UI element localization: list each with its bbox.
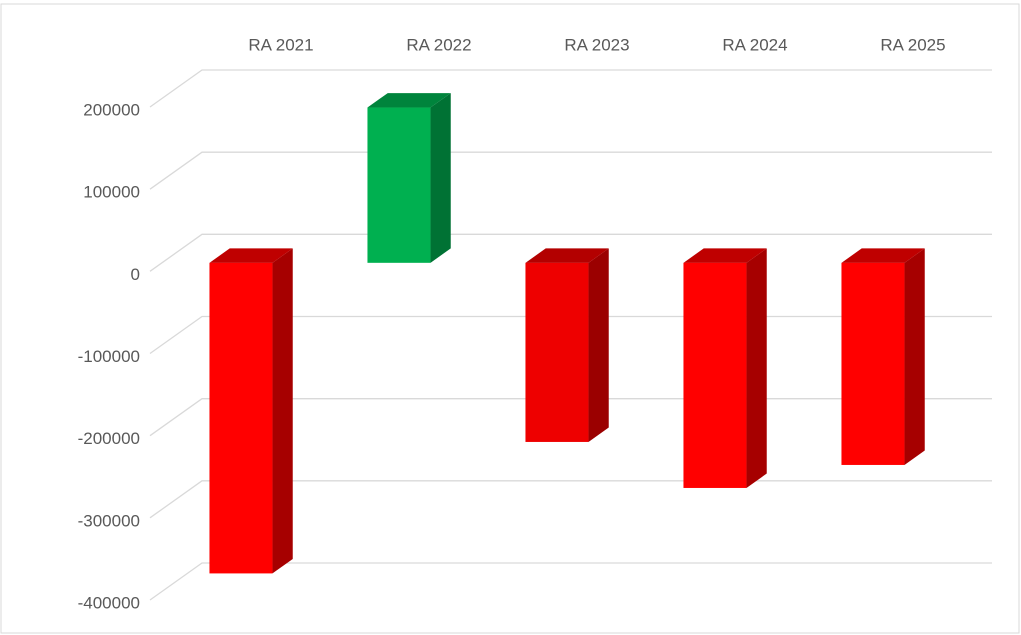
y-tick-label: 0 xyxy=(131,265,140,284)
x-tick-label: RA 2021 xyxy=(248,35,313,54)
y-tick-label: -100000 xyxy=(78,347,140,366)
bar-side xyxy=(430,93,451,263)
x-tick-label: RA 2024 xyxy=(722,35,787,54)
y-tick-label: 200000 xyxy=(83,100,140,119)
bar-top xyxy=(209,248,293,263)
y-tick-label: -200000 xyxy=(78,429,140,448)
bar xyxy=(209,262,273,574)
bar-side xyxy=(904,248,925,465)
bar-top xyxy=(525,248,609,263)
bar-side xyxy=(272,248,293,574)
x-tick-label: RA 2023 xyxy=(564,35,629,54)
bar-top xyxy=(841,248,925,263)
bar xyxy=(841,262,905,465)
x-tick-label: RA 2022 xyxy=(406,35,471,54)
bar xyxy=(367,107,431,263)
grid-line xyxy=(149,562,992,601)
grid-line xyxy=(149,151,992,190)
grid-line xyxy=(149,69,992,108)
bar-side xyxy=(588,248,609,442)
x-tick-label: RA 2025 xyxy=(880,35,945,54)
y-tick-label: 100000 xyxy=(83,183,140,202)
bar xyxy=(525,262,589,442)
bar xyxy=(683,262,747,488)
grid-line xyxy=(149,233,992,272)
bar-top xyxy=(683,248,767,263)
bar-top xyxy=(367,93,451,108)
y-tick-label: -300000 xyxy=(78,511,140,530)
y-tick-label: -400000 xyxy=(78,593,140,612)
bar-side xyxy=(746,248,767,488)
